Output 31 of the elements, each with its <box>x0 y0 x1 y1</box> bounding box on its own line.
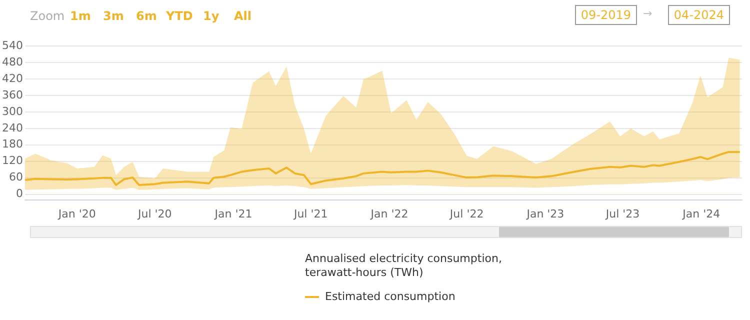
x-tick-label: Jul '23 <box>604 207 640 220</box>
y-tick-label: 300 <box>2 104 23 118</box>
text: 1y <box>203 9 220 23</box>
y-tick-label: 420 <box>2 72 23 85</box>
x-tick-label: Jul '20 <box>136 207 172 220</box>
text: Zoom <box>30 9 65 23</box>
text: YTD <box>166 9 193 23</box>
x-tick-label: Jan '22 <box>370 207 408 220</box>
text: 09-2019 <box>575 5 637 25</box>
x-tick-label: Jan '23 <box>526 207 564 220</box>
text: 04-2024 <box>668 5 730 25</box>
text: 6m <box>136 9 157 23</box>
y-tick-label: 0 <box>16 187 23 200</box>
y-tick-label: 180 <box>2 138 23 151</box>
y-tick-label: 540 <box>2 38 23 52</box>
x-tick-label: Jul '21 <box>292 207 328 220</box>
y-tick-label: 240 <box>2 121 23 134</box>
y-tick-label: 480 <box>2 55 23 68</box>
x-tick-label: Jan '21 <box>214 207 252 220</box>
y-tick-label: 360 <box>2 88 23 102</box>
y-tick-label: 60 <box>8 170 23 184</box>
text: 3m <box>103 9 124 23</box>
text: 1m <box>70 9 91 23</box>
legend-title: Annualised electricity consumption, terawatt-hours (TWh) <box>305 252 503 280</box>
legend-label: Estimated consumption <box>325 290 456 303</box>
x-tick-label: Jul '22 <box>448 207 484 220</box>
text: All <box>234 9 252 23</box>
x-tick-label: Jan '24 <box>682 207 720 220</box>
text: → <box>643 7 652 20</box>
x-tick-label: Jan '20 <box>57 207 96 220</box>
y-tick-label: 120 <box>2 154 23 168</box>
